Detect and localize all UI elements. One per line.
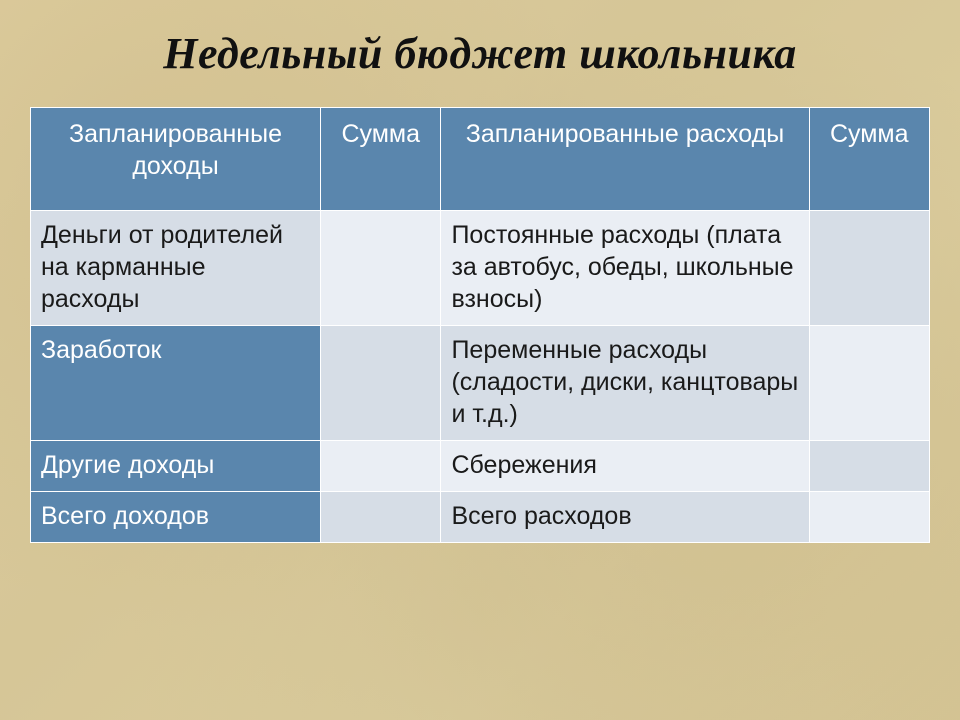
table-row: Заработок Переменные расходы (сладости, д… [31, 326, 930, 441]
cell-income-sum [321, 441, 441, 492]
cell-expense-label: Переменные расходы (сладости, диски, кан… [441, 326, 809, 441]
cell-expense-label: Сбережения [441, 441, 809, 492]
cell-income-label: Другие доходы [31, 441, 321, 492]
col-header-income: Запланированные доходы [31, 108, 321, 211]
table-header-row: Запланированные доходы Сумма Запланирова… [31, 108, 930, 211]
table-row: Деньги от родителей на карманные расходы… [31, 211, 930, 326]
cell-income-label: Заработок [31, 326, 321, 441]
cell-expense-sum [809, 211, 929, 326]
cell-income-sum [321, 211, 441, 326]
page-title: Недельный бюджет школьника [30, 28, 930, 79]
cell-expense-sum [809, 326, 929, 441]
cell-expense-label: Всего расходов [441, 492, 809, 543]
cell-expense-sum [809, 492, 929, 543]
col-header-expense: Запланированные расходы [441, 108, 809, 211]
cell-income-label: Всего доходов [31, 492, 321, 543]
cell-expense-sum [809, 441, 929, 492]
table-row: Всего доходов Всего расходов [31, 492, 930, 543]
table-body: Деньги от родителей на карманные расходы… [31, 211, 930, 543]
cell-income-label: Деньги от родителей на карманные расходы [31, 211, 321, 326]
col-header-income-sum: Сумма [321, 108, 441, 211]
cell-income-sum [321, 492, 441, 543]
cell-expense-label: Постоянные расходы (плата за автобус, об… [441, 211, 809, 326]
col-header-expense-sum: Сумма [809, 108, 929, 211]
table-row: Другие доходы Сбережения [31, 441, 930, 492]
cell-income-sum [321, 326, 441, 441]
budget-table: Запланированные доходы Сумма Запланирова… [30, 107, 930, 543]
